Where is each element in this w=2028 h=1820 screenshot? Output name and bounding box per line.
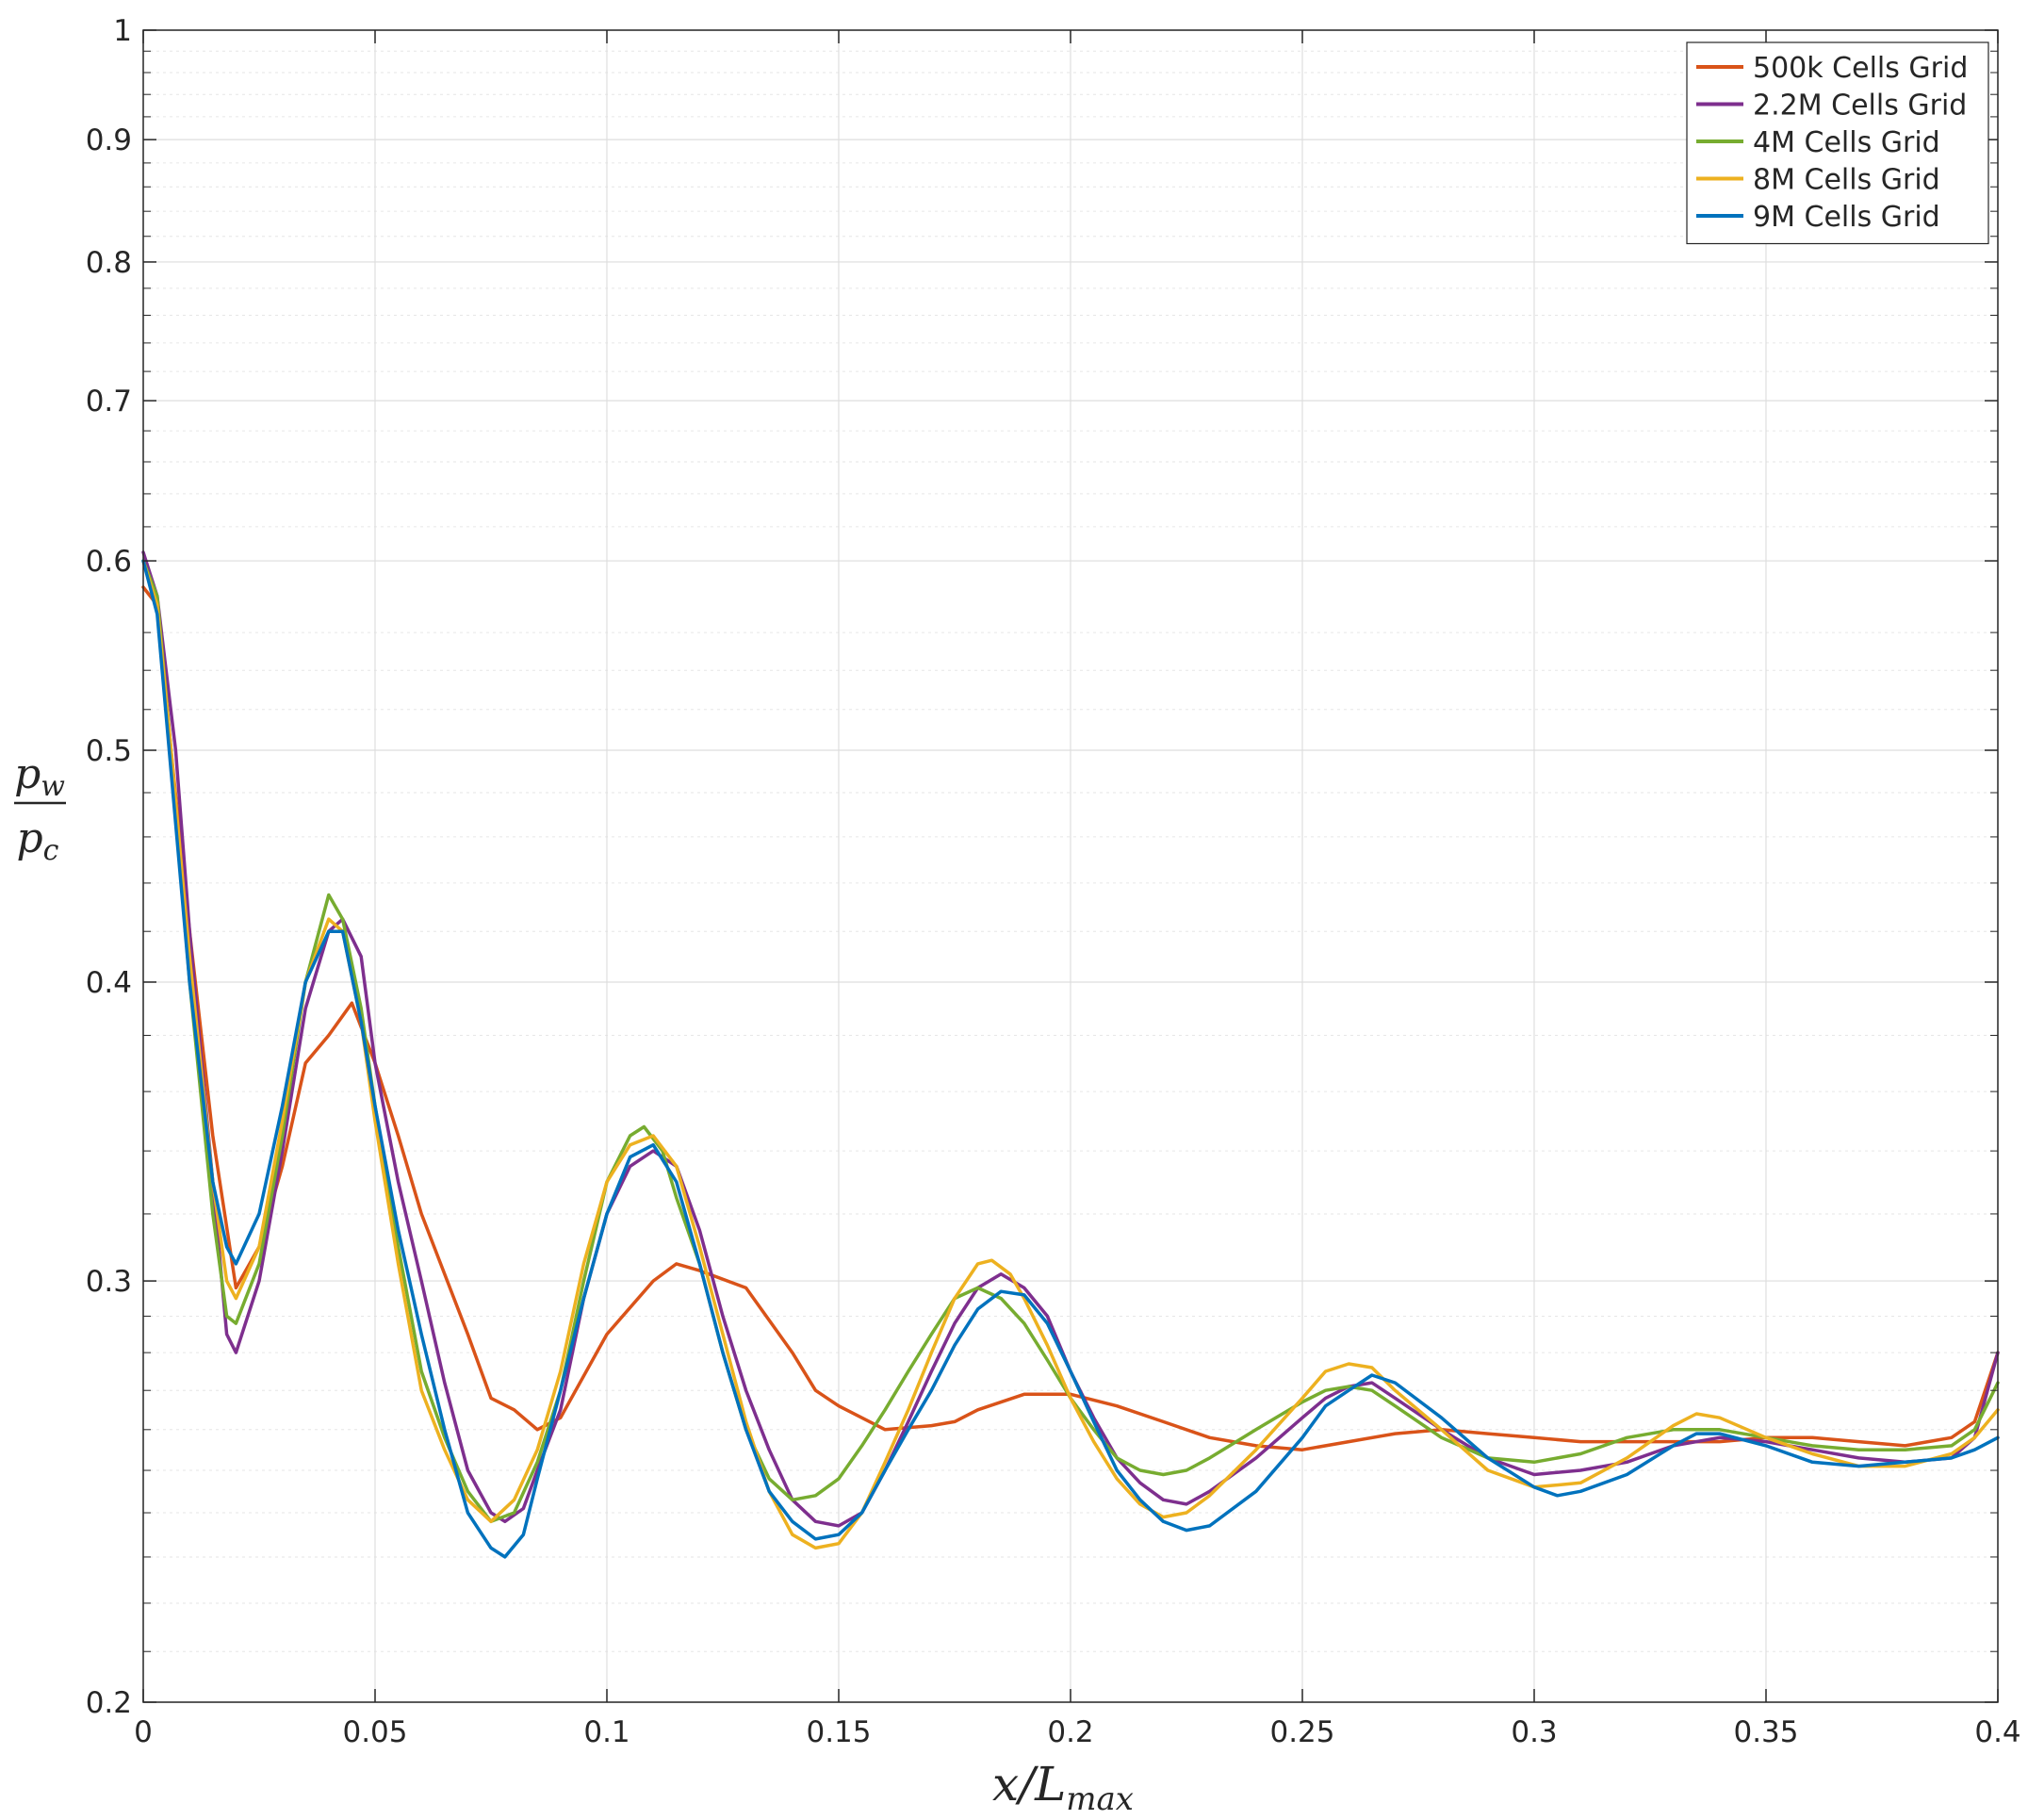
x-tick-label: 0.1	[583, 1715, 630, 1749]
x-tick-label: 0.4	[1974, 1715, 2020, 1749]
axis-ticks: 0.2 0.3 0.4 0.5 0.6 0.7 0.8 0.9 1 0 0.05 0.1 0.15 0.2…	[86, 14, 2021, 1749]
y-tick-label: 0.3	[86, 1265, 132, 1299]
series-line	[141, 559, 2000, 1559]
x-tick-label: 0.3	[1511, 1715, 1557, 1749]
y-tick-label: 0.4	[86, 966, 132, 1000]
y-tick-label: 1	[113, 14, 132, 48]
y-tick-label: 0.2	[86, 1686, 132, 1720]
legend-label: 2.2M Cells Grid	[1753, 90, 1967, 123]
legend-label: 500k Cells Grid	[1753, 52, 1968, 85]
series-group	[141, 550, 2000, 1559]
series-line	[141, 559, 2000, 1524]
y-tick-label: 0.5	[86, 734, 132, 768]
x-tick-label: 0.2	[1047, 1715, 1093, 1749]
x-tick-label: 0.05	[342, 1715, 407, 1749]
y-tick-label: 0.8	[86, 246, 132, 280]
x-tick-label: 0.15	[806, 1715, 871, 1749]
x-tick-label: 0.35	[1733, 1715, 1798, 1749]
legend-label: 4M Cells Grid	[1753, 126, 1940, 159]
x-tick-label: 0.25	[1269, 1715, 1334, 1749]
x-tick-label: 0	[134, 1715, 153, 1749]
legend-label: 8M Cells Grid	[1753, 164, 1940, 197]
y-tick-label: 0.9	[86, 123, 132, 157]
legend-label: 9M Cells Grid	[1753, 201, 1940, 234]
series-line	[141, 585, 2000, 1451]
y-tick-label: 0.6	[86, 545, 132, 579]
y-tick-label: 0.7	[86, 385, 132, 418]
